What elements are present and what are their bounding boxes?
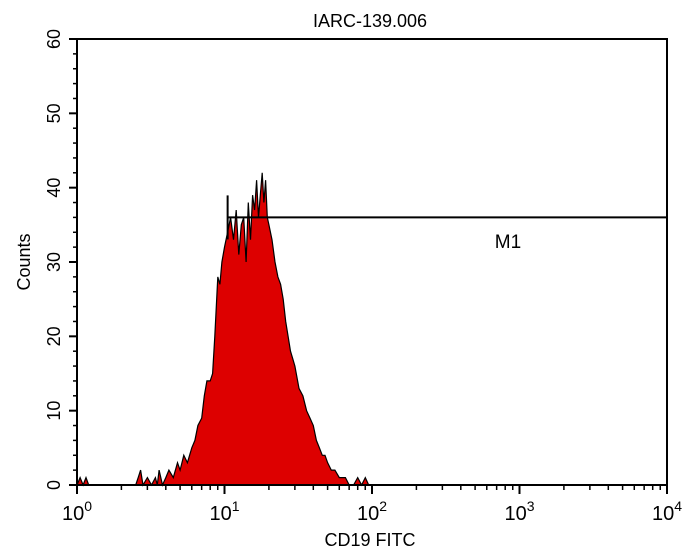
y-tick-label: 20 <box>44 326 64 346</box>
y-axis-label: Counts <box>14 233 34 290</box>
plot-layer: 0 10 20 30 40 50 60 100 101 102 103 104 <box>44 29 682 525</box>
plot-frame <box>76 38 668 486</box>
x-tick-label: 100 <box>62 498 92 525</box>
y-tick-label: 40 <box>44 178 64 198</box>
chart-title: IARC-139.006 <box>313 11 427 31</box>
y-tick-label: 30 <box>44 252 64 272</box>
y-tick-label: 0 <box>44 480 64 490</box>
histogram-area <box>76 172 379 487</box>
y-tick-label: 50 <box>44 103 64 123</box>
x-tick-label: 103 <box>504 498 534 525</box>
x-tick-label: 101 <box>209 498 239 525</box>
x-axis-label: CD19 FITC <box>324 530 415 550</box>
x-tick-label: 102 <box>357 498 387 525</box>
x-tick-label: 104 <box>652 498 682 525</box>
marker-label: M1 <box>495 232 521 253</box>
y-tick-label: 10 <box>44 401 64 421</box>
y-tick-label: 60 <box>44 29 64 49</box>
